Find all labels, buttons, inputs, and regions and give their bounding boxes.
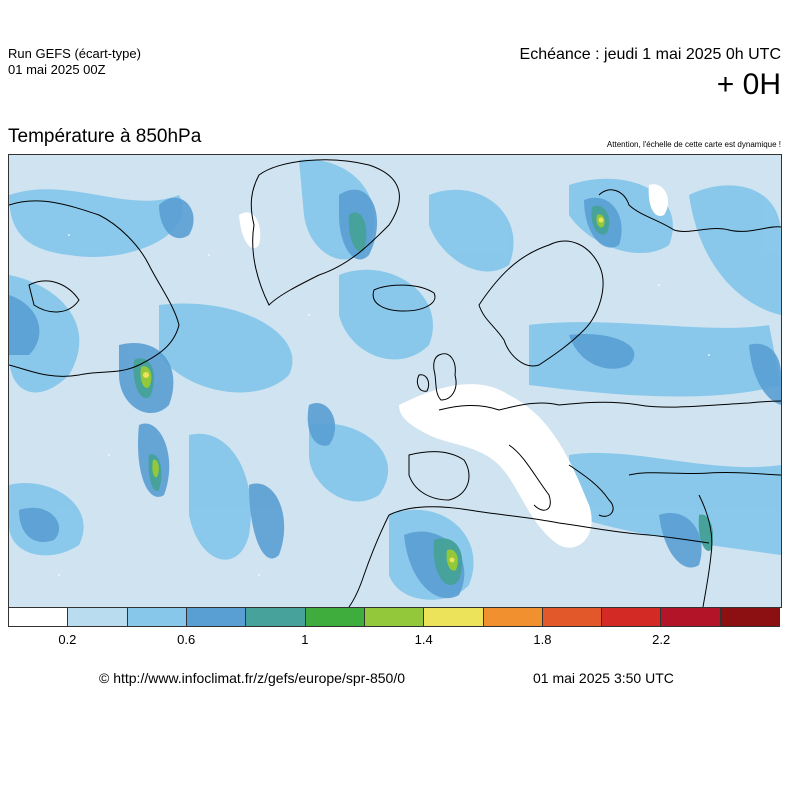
generation-date: 01 mai 2025 3:50 UTC — [533, 670, 674, 686]
legend-swatch — [602, 608, 662, 626]
legend-swatch — [246, 608, 306, 626]
spread-field-max — [143, 217, 604, 563]
legend-swatch — [661, 608, 721, 626]
legend-tick-label: 0.2 — [58, 632, 77, 647]
legend-swatch — [542, 608, 603, 626]
copyright-text: © http://www.infoclimat.fr/z/gefs/europe… — [99, 670, 406, 686]
legend-tick-label: 0.6 — [177, 632, 196, 647]
legend-swatch — [483, 608, 543, 626]
run-title: Run GEFS (écart-type) — [8, 46, 141, 61]
map-title: Température à 850hPa — [8, 126, 202, 147]
forecast-time: Echéance : jeudi 1 mai 2025 0h UTC — [519, 46, 781, 63]
forecast-hour: + 0H — [716, 68, 781, 101]
spread-field-low — [239, 184, 669, 548]
legend-tick-label: 1.4 — [414, 632, 433, 647]
legend-tick-label: 2.2 — [652, 632, 671, 647]
legend-swatch — [720, 608, 780, 626]
legend-tick-label: 1.8 — [533, 632, 552, 647]
legend-tick-label: 1 — [301, 632, 309, 647]
legend-swatch — [186, 608, 247, 626]
legend-swatch — [424, 608, 484, 626]
legend-swatch — [127, 608, 187, 626]
legend-swatch — [364, 608, 425, 626]
legend-swatch — [68, 608, 128, 626]
color-legend — [8, 607, 780, 627]
legend-swatch — [305, 608, 365, 626]
spread-map — [8, 154, 782, 608]
run-date: 01 mai 2025 00Z — [8, 62, 106, 77]
dynamic-scale-note: Attention, l'échelle de cette carte est … — [606, 140, 781, 149]
coastlines — [9, 159, 781, 607]
legend-swatch — [9, 608, 69, 626]
noise-dots — [58, 234, 710, 576]
